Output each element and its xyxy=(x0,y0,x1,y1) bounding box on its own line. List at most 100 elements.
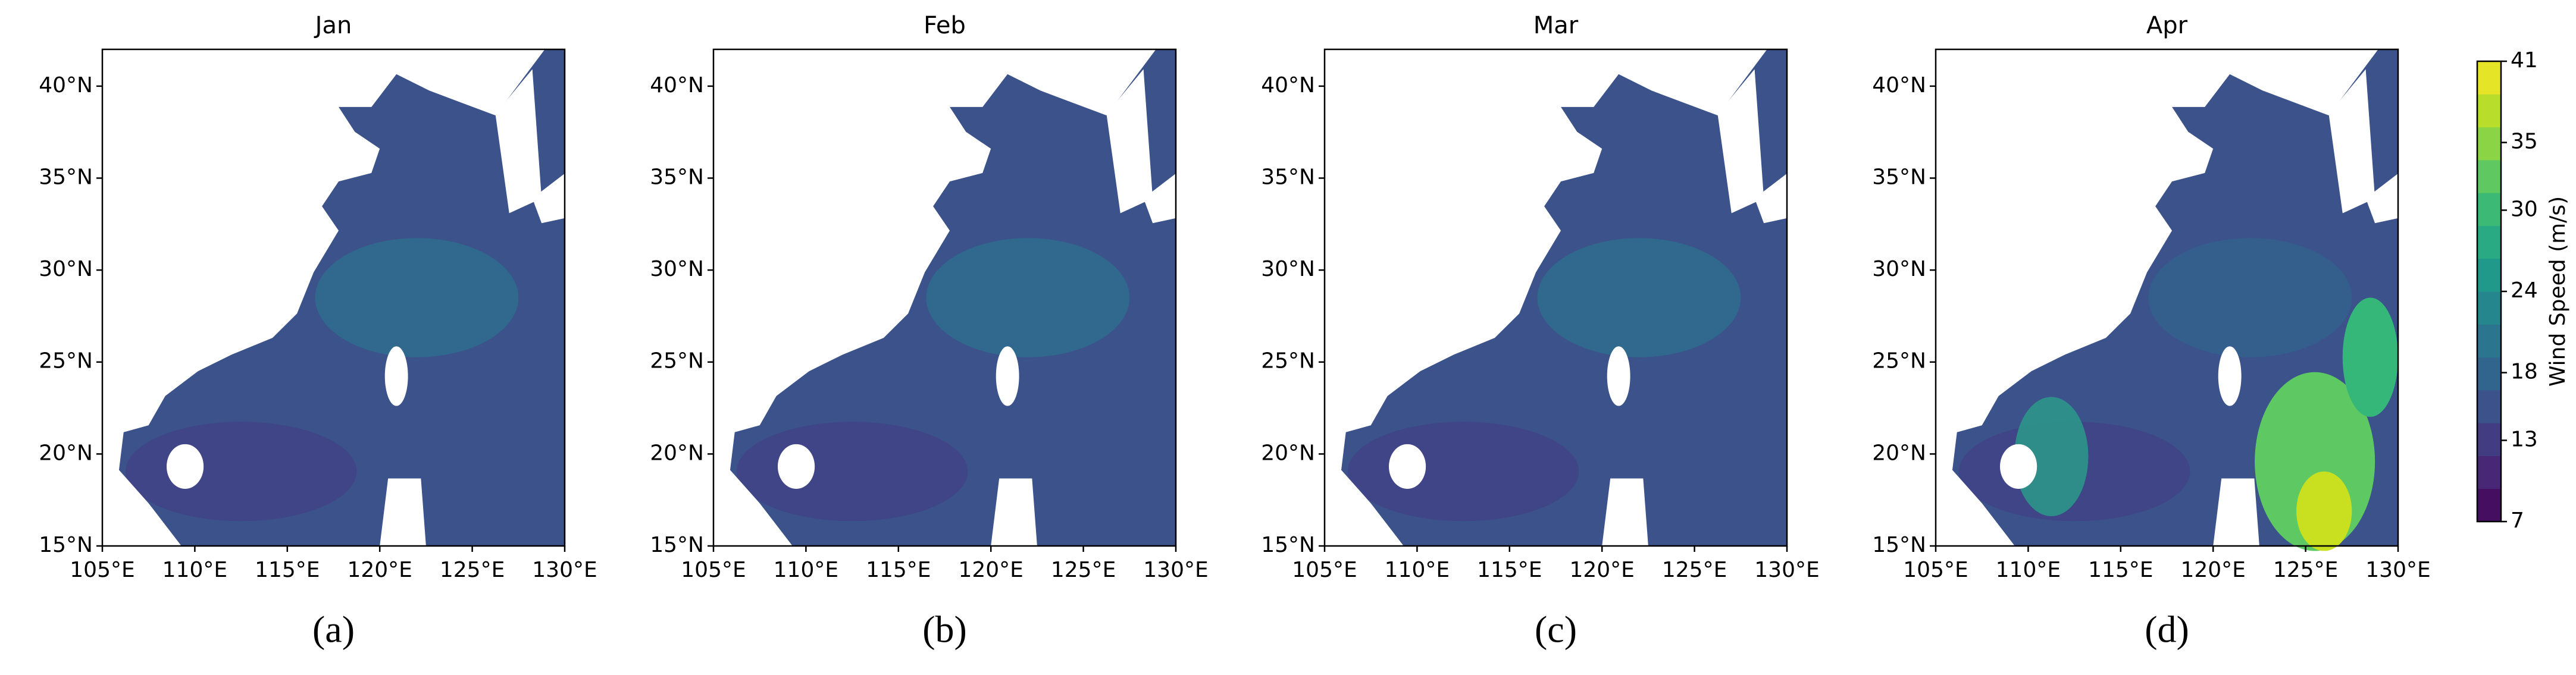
sea-patch xyxy=(1347,422,1579,522)
colorbar-band xyxy=(2477,94,2501,128)
land xyxy=(1325,49,1767,546)
colorbar-band xyxy=(2477,159,2501,193)
map-panel: 105°E 110°E 115°E 120°E 125°E 130°E 15°N 20°N 25… xyxy=(1872,12,2430,651)
y-tick-label: 20°N xyxy=(39,441,93,465)
x-tick-label: 120°E xyxy=(1569,558,1634,582)
x-tick-label: 120°E xyxy=(2180,558,2245,582)
axes-frame xyxy=(1935,48,2399,547)
colorbar-band xyxy=(2477,291,2501,325)
land xyxy=(532,173,565,224)
x-tick-label: 115°E xyxy=(2088,558,2153,582)
colorbar-band xyxy=(2477,127,2501,161)
x-tick-label: 105°E xyxy=(681,558,746,582)
panel-title: Apr xyxy=(2146,12,2188,39)
land xyxy=(2213,478,2259,546)
land xyxy=(1602,478,1648,546)
colorbar-band xyxy=(2477,324,2501,358)
x-tick-label: 110°E xyxy=(1385,558,1450,582)
x-tick-label: 120°E xyxy=(958,558,1023,582)
colorbar-label: Wind Speed (m/s) xyxy=(2546,196,2570,387)
y-tick-label: 15°N xyxy=(650,533,704,557)
y-tick-label: 25°N xyxy=(1872,349,1926,373)
colorbar-tick-label: 30 xyxy=(2511,197,2538,221)
x-tick-label: 115°E xyxy=(255,558,320,582)
axes-frame xyxy=(712,48,1177,547)
y-tick-label: 20°N xyxy=(1261,441,1315,465)
land xyxy=(1936,49,2378,546)
colorbar-tick-label: 35 xyxy=(2511,130,2538,154)
sea-patch xyxy=(736,422,968,522)
land xyxy=(778,444,815,489)
colorbar-band xyxy=(2477,488,2501,522)
colorbar-band xyxy=(2477,225,2501,259)
colorbar-tick-label: 7 xyxy=(2511,508,2524,533)
sea-patch xyxy=(1537,238,1741,357)
y-tick-label: 30°N xyxy=(650,257,704,281)
colorbar-tick-label: 24 xyxy=(2511,278,2538,303)
panel-label: (b) xyxy=(922,608,967,651)
land xyxy=(2328,69,2375,214)
land xyxy=(1106,69,1153,214)
y-tick-label: 25°N xyxy=(650,349,704,373)
x-tick-label: 115°E xyxy=(1477,558,1542,582)
x-tick-label: 110°E xyxy=(162,558,227,582)
x-tick-label: 125°E xyxy=(2273,558,2338,582)
panel-label: (c) xyxy=(1535,608,1577,651)
panel-label: (d) xyxy=(2145,608,2189,651)
y-tick-label: 15°N xyxy=(1261,533,1315,557)
map-panel: 105°E 110°E 115°E 120°E 125°E 130°E 15°N 20°N 25… xyxy=(39,12,597,651)
sea-patch xyxy=(2148,238,2352,357)
y-tick-label: 20°N xyxy=(650,441,704,465)
panel-title: Feb xyxy=(924,12,966,39)
land xyxy=(996,346,1019,406)
land xyxy=(991,478,1037,546)
x-tick-label: 130°E xyxy=(2365,558,2430,582)
y-tick-label: 30°N xyxy=(39,257,93,281)
sea-patch xyxy=(926,238,1130,357)
sea-patch xyxy=(2296,471,2352,551)
land xyxy=(1143,173,1176,224)
y-tick-label: 40°N xyxy=(1261,73,1315,98)
map-panel: 105°E 110°E 115°E 120°E 125°E 130°E 15°N 20°N 25… xyxy=(650,12,1208,651)
land xyxy=(102,49,545,546)
x-tick-label: 125°E xyxy=(440,558,505,582)
y-tick-label: 35°N xyxy=(1872,165,1926,189)
y-tick-label: 25°N xyxy=(39,349,93,373)
panel-label: (a) xyxy=(312,608,355,651)
land xyxy=(1389,444,1426,489)
y-tick-label: 35°N xyxy=(650,165,704,189)
x-tick-label: 130°E xyxy=(1143,558,1208,582)
axes-frame xyxy=(101,48,566,547)
land xyxy=(1754,173,1787,224)
y-tick-label: 40°N xyxy=(1872,73,1926,98)
land xyxy=(167,444,204,489)
x-tick-label: 105°E xyxy=(70,558,134,582)
x-tick-label: 125°E xyxy=(1662,558,1727,582)
y-tick-label: 20°N xyxy=(1872,441,1926,465)
x-tick-label: 110°E xyxy=(1996,558,2061,582)
y-tick-label: 40°N xyxy=(39,73,93,98)
land xyxy=(495,69,542,214)
y-tick-label: 25°N xyxy=(1261,349,1315,373)
sea-patch xyxy=(2014,397,2089,516)
x-tick-label: 120°E xyxy=(347,558,412,582)
x-tick-label: 130°E xyxy=(1754,558,1819,582)
axes-frame xyxy=(1323,48,1788,547)
y-tick-label: 35°N xyxy=(39,165,93,189)
colorbar-band xyxy=(2477,456,2501,489)
x-tick-label: 130°E xyxy=(532,558,597,582)
panel-title: Mar xyxy=(1533,12,1579,39)
x-tick-label: 125°E xyxy=(1051,558,1116,582)
land xyxy=(713,49,1156,546)
colorbar-band xyxy=(2477,258,2501,292)
sea-patch xyxy=(2342,297,2398,417)
land xyxy=(2365,173,2398,224)
y-tick-label: 35°N xyxy=(1261,165,1315,189)
land xyxy=(2218,346,2242,406)
land xyxy=(380,478,426,546)
y-tick-label: 40°N xyxy=(650,73,704,98)
colorbar-band xyxy=(2477,61,2501,95)
colorbar-tick-label: 13 xyxy=(2511,427,2538,451)
x-tick-label: 105°E xyxy=(1292,558,1357,582)
colorbar-band xyxy=(2477,423,2501,456)
